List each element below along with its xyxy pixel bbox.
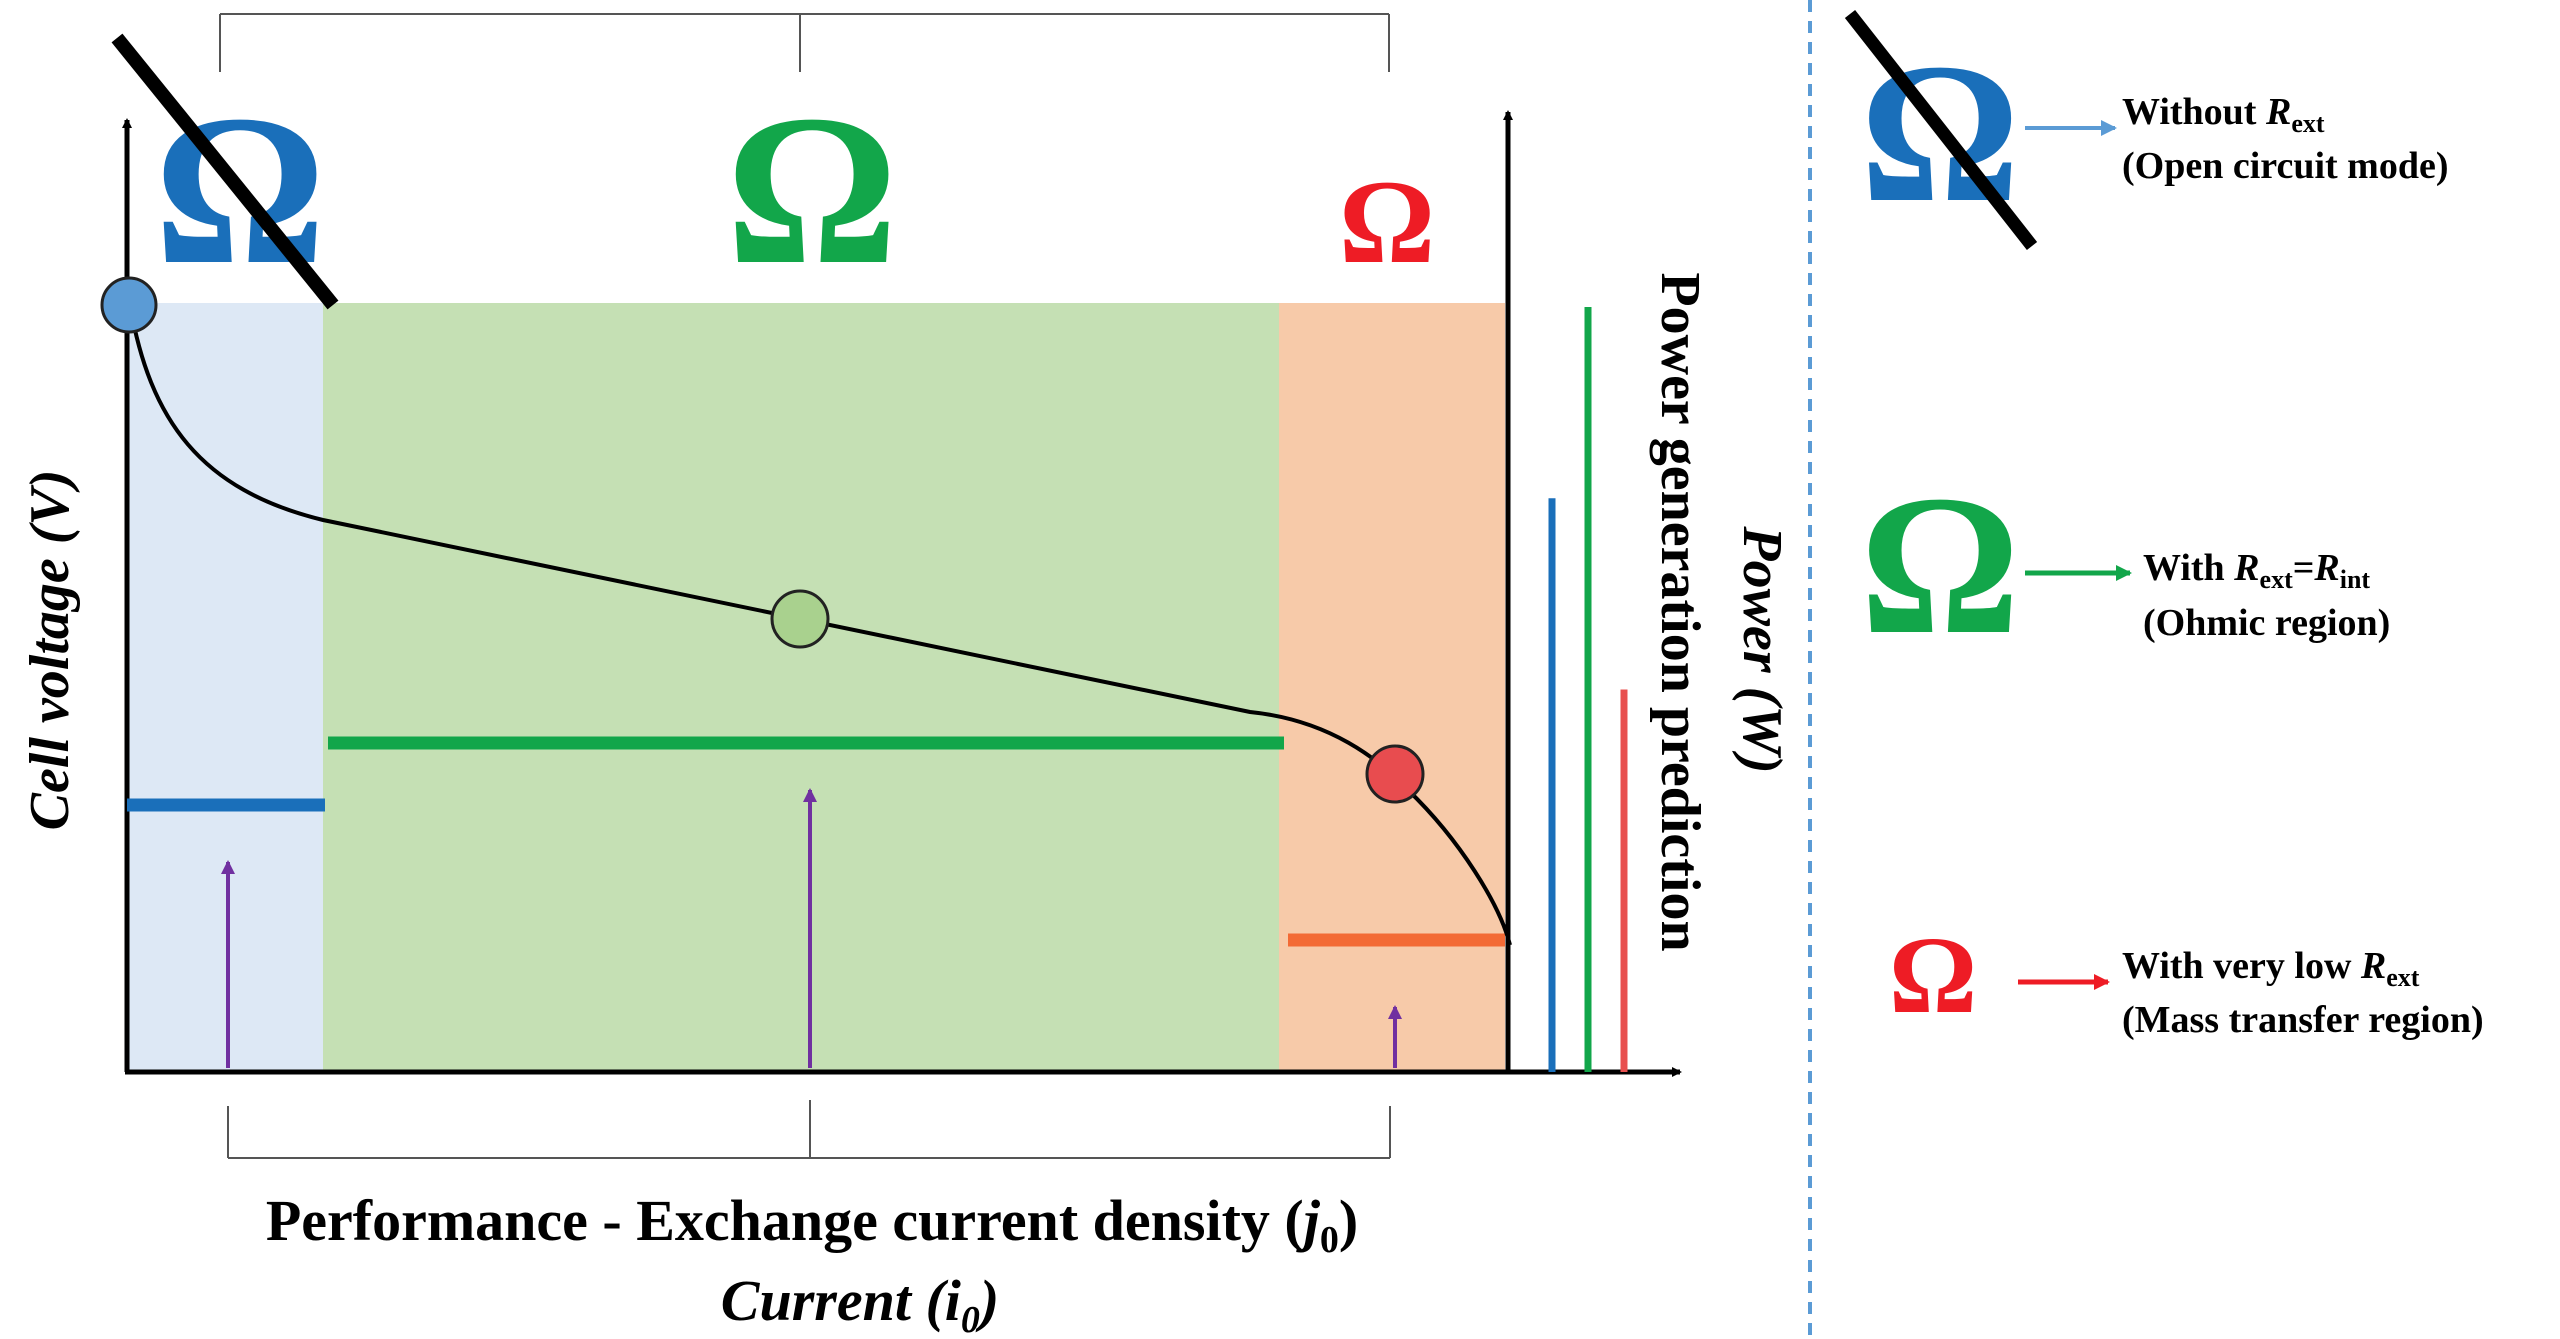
- operating-point-open-circuit: [100, 276, 158, 334]
- legend-item-ohmic: Ω With Rext=Rint (Ohmic region): [1860, 455, 2390, 676]
- x-axis-label-current: Current (i0): [721, 1268, 999, 1339]
- legend-text-open-circuit-line1: Without Rext: [2122, 91, 2325, 138]
- x-axis-label-performance: Performance - Exchange current density (…: [266, 1188, 1358, 1261]
- top-bracket: [219, 13, 1390, 72]
- y-axis-label-left: Cell voltage (V): [19, 470, 81, 831]
- legend-text-ohmic-line2: (Ohmic region): [2143, 602, 2390, 644]
- region-activation: [127, 303, 323, 1070]
- legend-omega-ohmic: Ω: [1860, 455, 2020, 676]
- omega-ohmic: Ω: [726, 70, 898, 309]
- y-axis-label-right-prediction: Power generation prediction: [1649, 272, 1711, 951]
- legend-omega-mass-transfer: Ω: [1889, 914, 1977, 1036]
- bottom-bracket: [227, 1100, 1391, 1159]
- power-prediction-bars: [1548, 307, 1628, 1072]
- legend-item-open-circuit: Ω Without Rext (Open circuit mode): [1844, 9, 2448, 251]
- omega-activation-strike: [111, 33, 339, 310]
- legend-text-mass-transfer-line1: With very low Rext: [2122, 945, 2420, 992]
- legend-text-mass-transfer-line2: (Mass transfer region): [2122, 999, 2484, 1041]
- legend-text-ohmic-line1: With Rext=Rint: [2143, 547, 2370, 594]
- omega-mass-transfer: Ω: [1339, 155, 1435, 288]
- legend-omega-strike: [1844, 9, 2038, 251]
- legend-text-open-circuit-line2: (Open circuit mode): [2122, 145, 2448, 187]
- region-mass-transfer: [1279, 303, 1505, 1070]
- operating-point-ohmic: [770, 589, 830, 649]
- y-axis-label-right-power: Power (W): [1731, 525, 1793, 773]
- polarization-curve: [128, 304, 1512, 946]
- operating-point-mass-transfer: [1365, 744, 1425, 804]
- legend-item-mass-transfer: Ω With very low Rext (Mass transfer regi…: [1889, 914, 2484, 1041]
